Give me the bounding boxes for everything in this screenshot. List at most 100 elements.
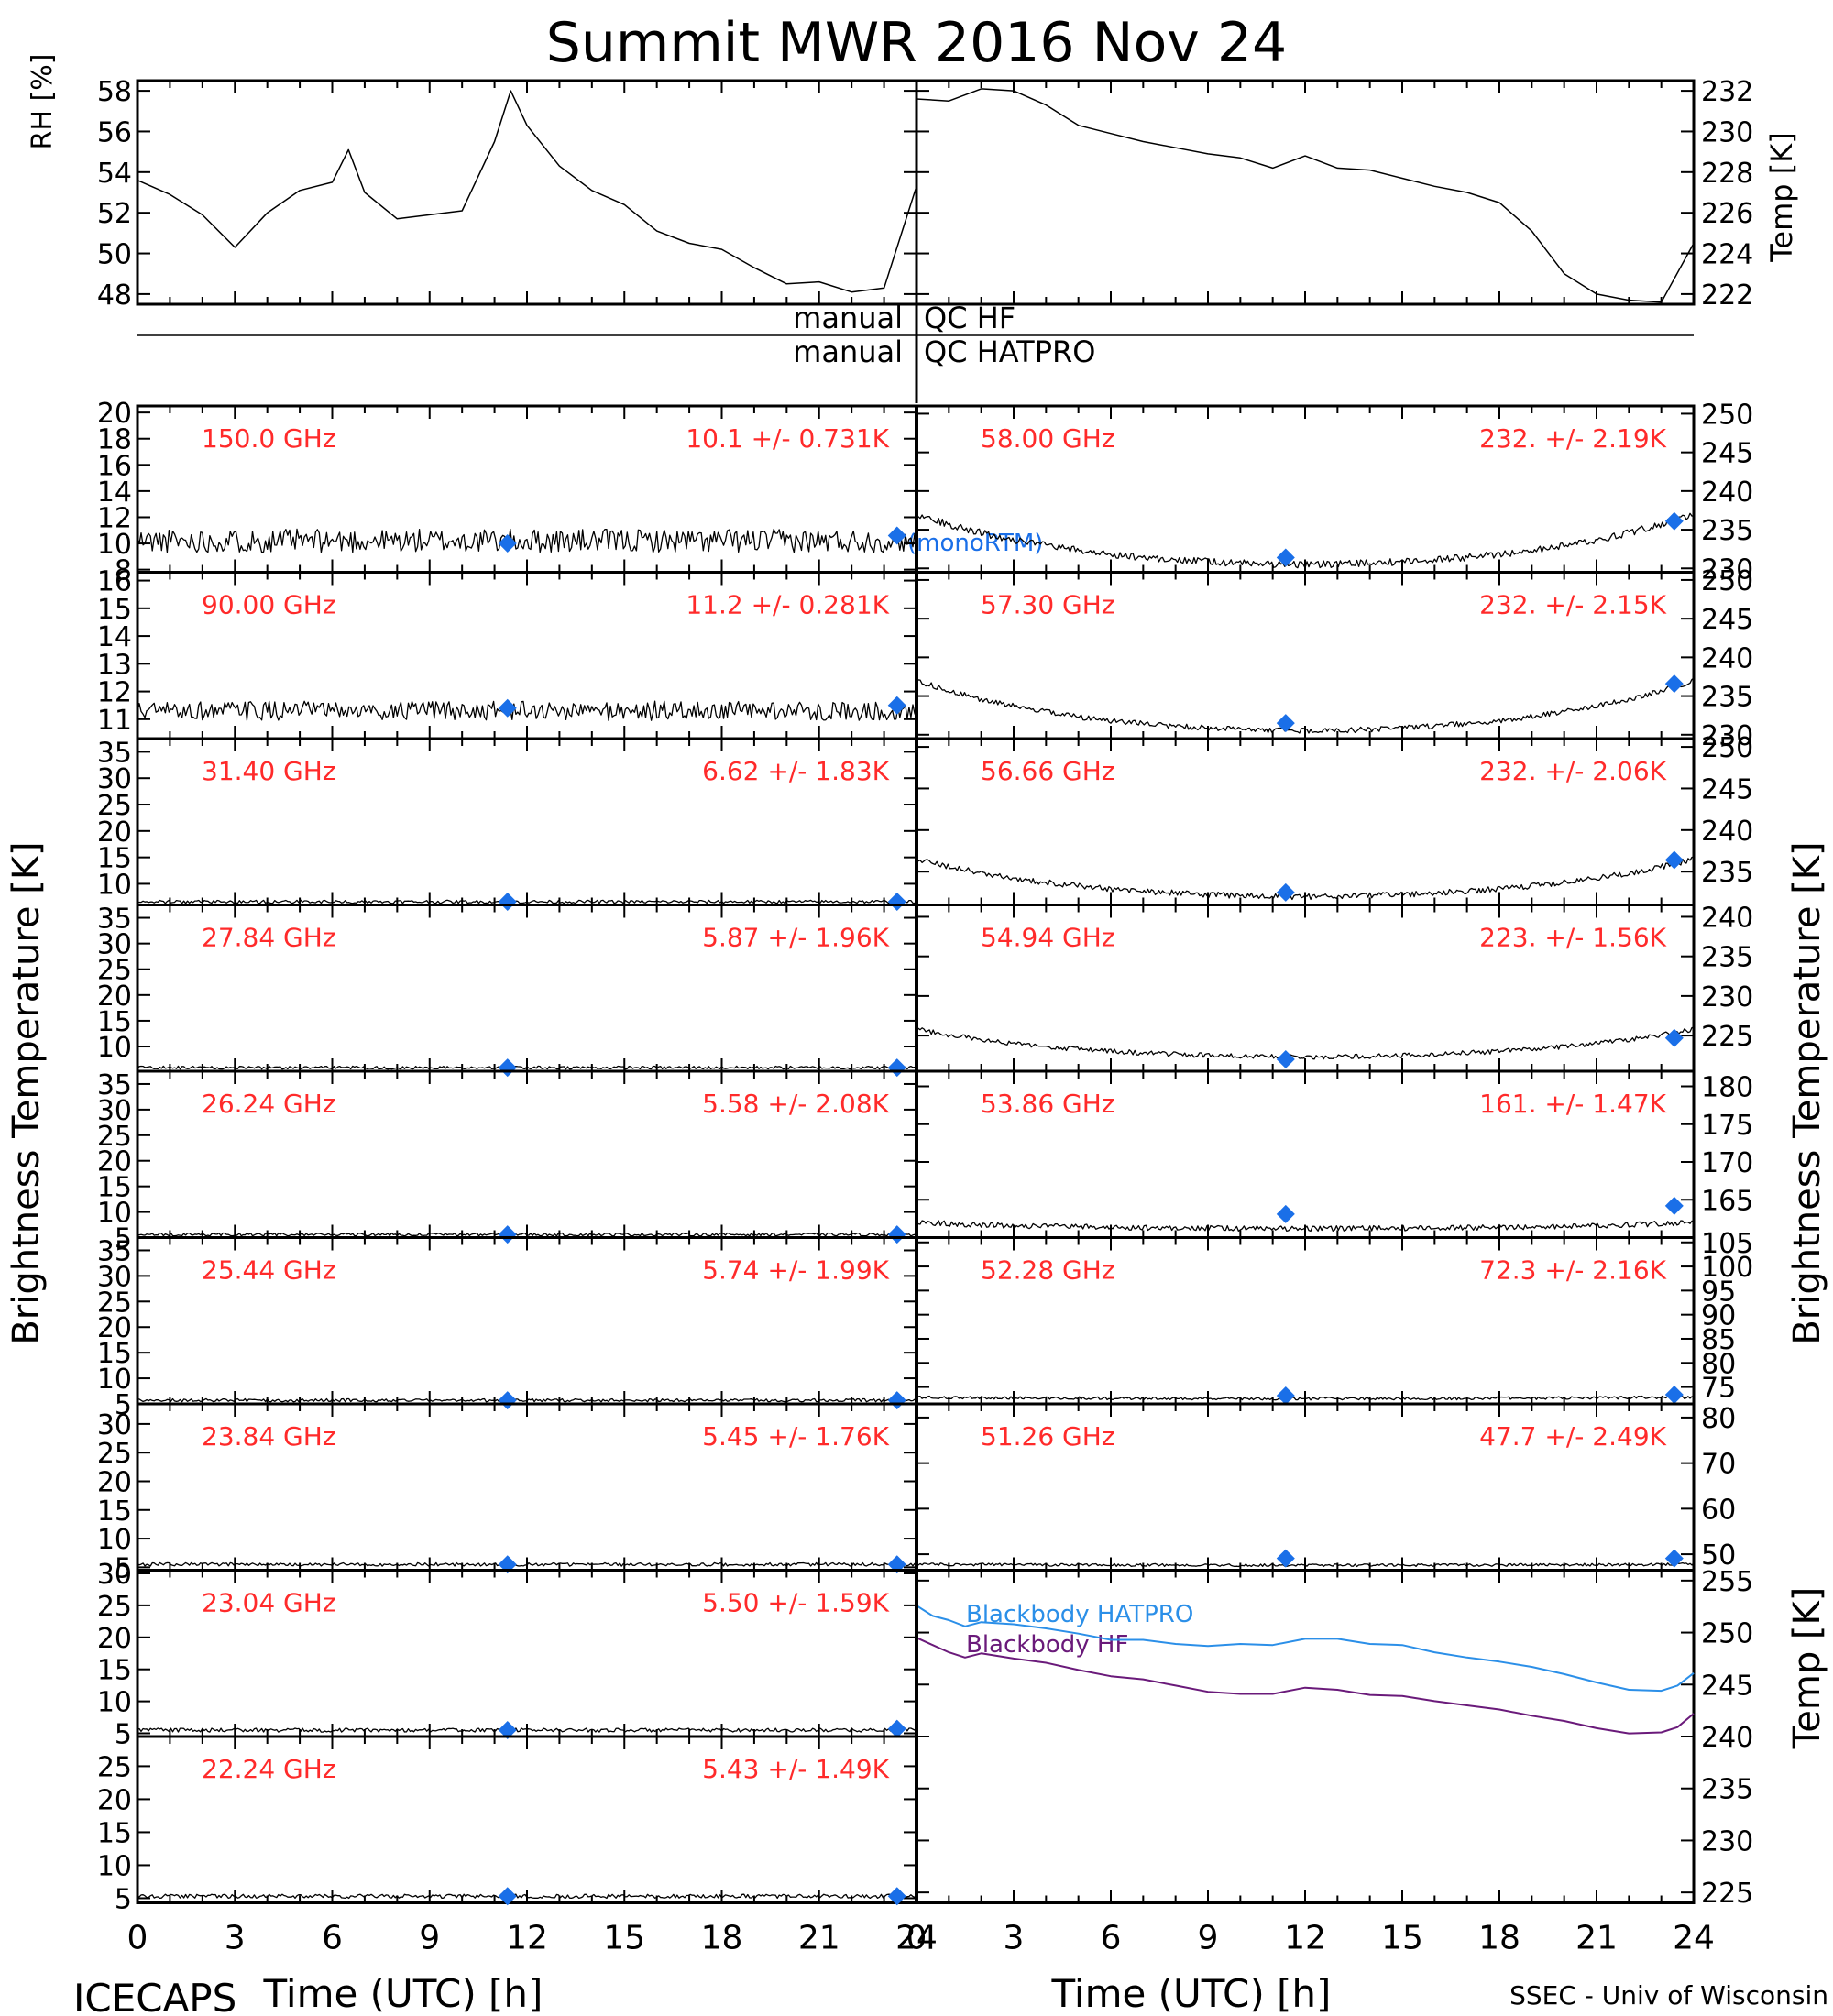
rh-panel-ytick-label: 56 [97,116,132,148]
right-3-marker [1664,850,1684,870]
left-2-ytick-label: 14 [97,621,132,653]
x-tick-label-left: 18 [701,1920,743,1957]
left-7-ytick-label: 10 [97,1524,132,1556]
right-4-ytick-label: 225 [1701,1021,1753,1053]
right-4-marker [1664,1028,1684,1047]
x-tick-label-right: 12 [1284,1920,1326,1957]
qc-row1-right: QC HF [924,301,1015,335]
left-8-ytick-label: 20 [97,1623,132,1655]
right-6-ytick-label: 95 [1701,1276,1736,1308]
left-1-stats-label: 10.1 +/- 0.731K [686,423,889,454]
right-2-ytick-label: 250 [1701,565,1753,597]
left-4-ytick-label: 30 [97,929,132,961]
left-9-ytick-label: 20 [97,1784,132,1816]
temp-panel-ytick-label: 230 [1701,116,1753,148]
right-6-ytick-label: 85 [1701,1324,1736,1356]
left-7-ytick-label: 20 [97,1466,132,1498]
right-1-panel: 230 235 240 245 250 58.00 GHz 232. +/- 2.19K [915,399,1753,586]
qc-row2-left: manual [793,334,903,369]
blackbody-panel-ytick-label: 245 [1701,1670,1753,1702]
left-1-trace [137,528,917,553]
left-4-stats-label: 5.87 +/- 1.96K [702,923,889,953]
rh-panel-ytick-label: 54 [97,158,132,190]
right-2-ytick-label: 235 [1701,682,1753,714]
left-8-ytick-label: 25 [97,1591,132,1623]
left-2-ytick-label: 13 [97,649,132,681]
left-1-ytick-label: 8 [115,555,132,587]
left-6-ytick-label: 25 [97,1287,132,1319]
temp-panel-ytick-label: 228 [1701,158,1753,190]
left-9-marker [887,1887,906,1906]
right-1-ytick-label: 250 [1701,399,1753,431]
left-3-marker [498,893,517,912]
right-4-ytick-label: 230 [1701,981,1753,1013]
right-5-ytick-label: 175 [1701,1110,1753,1142]
x-tick-label-right: 24 [1673,1920,1715,1957]
x-tick-label-left: 3 [225,1920,246,1957]
left-3-marker [887,893,906,912]
left-8-ytick-label: 5 [115,1719,132,1751]
legend-hf: Blackbody HF [966,1631,1128,1659]
x-tick-label-right: 18 [1478,1920,1520,1957]
right-1-ytick-label: 230 [1701,553,1753,586]
right-1-ytick-label: 245 [1701,438,1753,470]
x-tick-label-right: 6 [1101,1920,1122,1957]
left-1-ytick-label: 10 [97,529,132,561]
left-3-ytick-label: 30 [97,763,132,795]
left-5-marker [498,1225,517,1244]
left-1-ytick-label: 20 [97,398,132,430]
blackbody-hatpro-line [916,1605,1695,1693]
left-7-stats-label: 5.45 +/- 1.76K [702,1421,889,1452]
left-7-ytick-label: 15 [97,1496,132,1528]
left-1-marker [887,526,906,545]
right-4-marker [1276,1050,1295,1069]
left-3-ytick-label: 15 [97,843,132,875]
right-7-ytick-label: 50 [1701,1539,1736,1572]
temp-panel-ytick-label: 226 [1701,198,1753,230]
temp-panel: 222 224 226 228 230 232 [915,76,1753,312]
left-9-stats-label: 5.43 +/- 1.49K [702,1754,889,1784]
temp-panel-ytick-label: 232 [1701,76,1753,108]
right-2-marker [1276,714,1295,733]
left-8-ytick-label: 15 [97,1655,132,1687]
left-6-trace [137,1397,917,1403]
right-1-marker [1664,511,1684,531]
left-9-marker [498,1887,517,1906]
right-5-marker [1276,1204,1295,1223]
left-6-ytick-label: 10 [97,1364,132,1396]
left-1-ytick-label: 16 [97,450,132,482]
left-8-trace [137,1727,917,1733]
right-2-ytick-label: 245 [1701,604,1753,636]
right-4-stats-label: 223. +/- 1.56K [1479,923,1666,953]
left-7-trace [137,1561,917,1567]
blackbody-panel-ytick-label: 225 [1701,1878,1753,1910]
right-1-ytick-label: 240 [1701,477,1753,509]
left-9-ytick-label: 25 [97,1751,132,1783]
left-2-ytick-label: 12 [97,677,132,709]
right-5-panel: 165 170 175 180 53.86 GHz 161. +/- 1.47K [915,1069,1753,1239]
left-7-ytick-label: 5 [115,1552,132,1584]
right-5-freq-label: 53.86 GHz [981,1089,1115,1119]
left-6-ytick-label: 15 [97,1338,132,1370]
rh-panel-ytick-label: 52 [97,198,132,230]
left-6-ytick-label: 5 [115,1389,132,1421]
left-3-ytick-label: 10 [97,869,132,901]
qc-row1-left: manual [793,301,903,335]
right-5-ytick-label: 165 [1701,1185,1753,1217]
right-6-ytick-label: 75 [1701,1373,1736,1405]
left-8-marker [887,1719,906,1738]
left-6-freq-label: 25.44 GHz [202,1255,336,1286]
right-7-ytick-label: 60 [1701,1494,1736,1526]
left-6-marker [887,1391,906,1410]
left-5-ytick-label: 15 [97,1172,132,1204]
x-tick-label-right: 0 [906,1920,927,1957]
left-5-marker [887,1225,906,1244]
right-6-ytick-label: 90 [1701,1300,1736,1332]
left-4-marker [498,1058,517,1078]
right-2-ytick-label: 230 [1701,720,1753,752]
